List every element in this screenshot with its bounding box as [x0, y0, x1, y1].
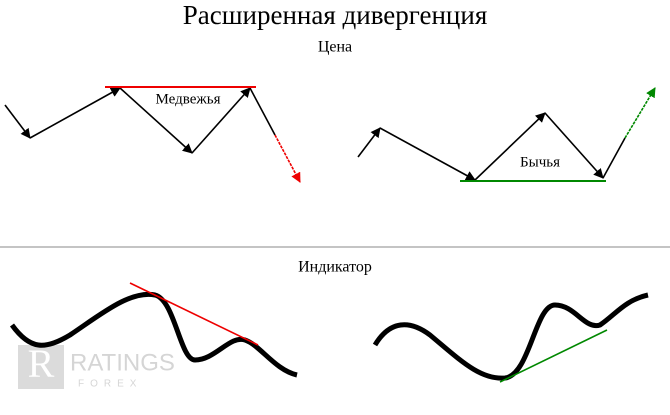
- title: Расширенная дивергенция: [183, 0, 488, 30]
- bearish-price: [4, 87, 301, 183]
- bullish-indicator: [372, 292, 649, 381]
- bullish-price: [357, 87, 656, 181]
- indicator-label: Индикатор: [298, 259, 372, 276]
- bullish-indicator-line: [499, 329, 608, 383]
- watermark-sub: FOREX: [78, 379, 142, 390]
- watermark: R RATINGS FOREX: [18, 341, 175, 390]
- watermark-box: [18, 345, 64, 389]
- bearish-label: Медвежья: [156, 91, 221, 107]
- bearish-indicator-line: [129, 282, 259, 346]
- watermark-name: RATINGS: [70, 349, 175, 376]
- bearish-indicator: [9, 291, 298, 378]
- price-label: Цена: [318, 39, 352, 56]
- watermark-r: R: [28, 341, 55, 386]
- bullish-label: Бычья: [520, 154, 560, 170]
